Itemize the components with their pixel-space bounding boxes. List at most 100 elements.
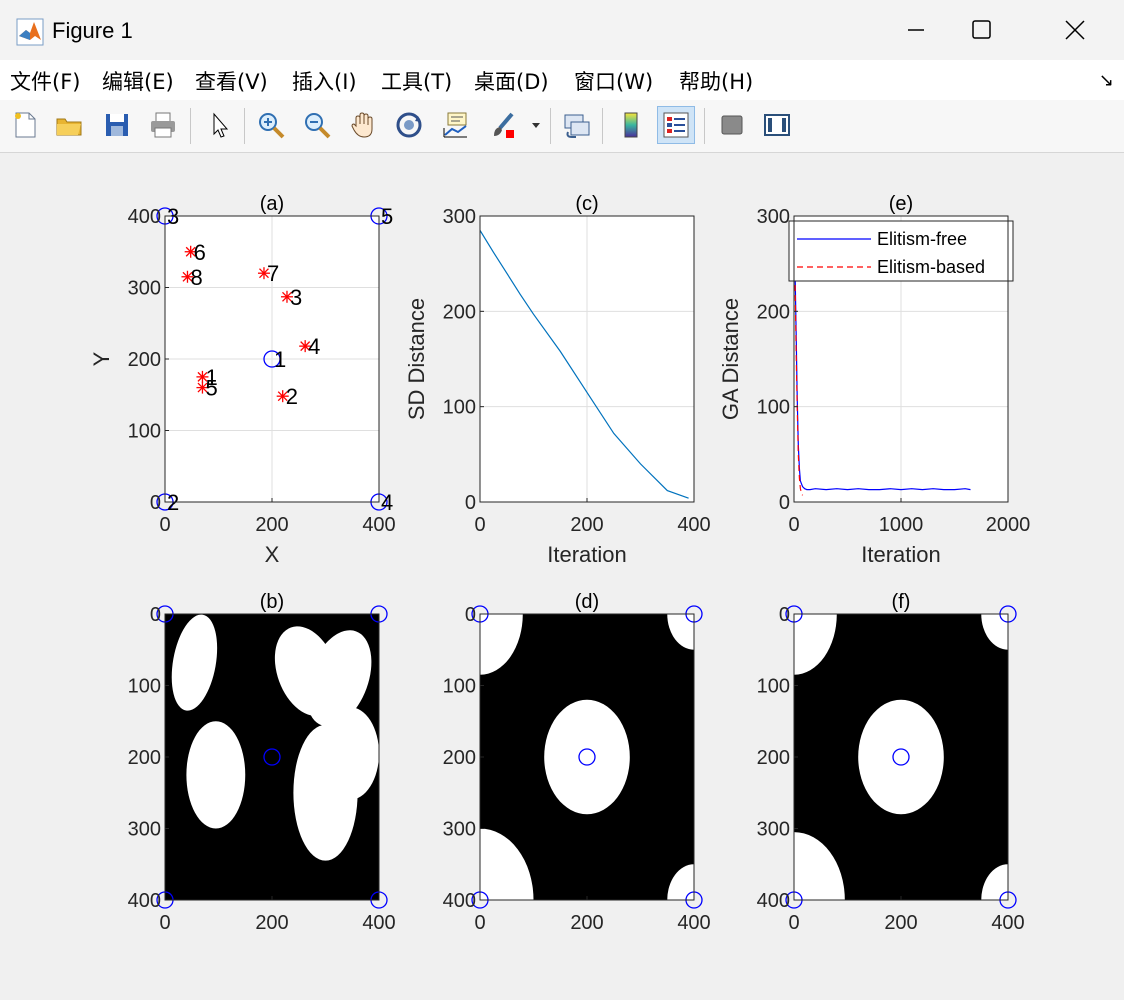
menu-view[interactable]: 查看(V) [195,70,268,94]
y-axis-label: Y [89,351,114,366]
hide-plot-tools-icon [721,115,743,135]
data-cursor-button[interactable] [436,106,474,144]
x-axis-label: Iteration [861,542,941,567]
star-stroke [182,271,193,282]
close-button[interactable] [1045,8,1105,52]
y-tick-label: 0 [465,492,476,514]
circle-marker [892,748,910,766]
star-stroke [197,382,208,393]
brush-button[interactable] [484,106,522,144]
legend: Elitism-free Elitism-based [788,220,1014,282]
x-tick-label: 1000 [879,514,924,536]
rotate-3d-icon [396,112,422,138]
show-plot-tools-button[interactable] [758,106,796,144]
zoom-out-button[interactable] [298,106,336,144]
legend-entry: Elitism-based [877,257,985,277]
series-line [480,229,689,499]
circle-marker [263,350,281,368]
x-tick-label: 200 [255,514,288,536]
toolbar-separator [244,108,245,144]
menu-insert[interactable]: 插入(I) [292,70,357,94]
maximize-button[interactable] [952,8,1012,52]
y-tick-label: 300 [443,206,476,228]
dock-arrow-icon[interactable]: ↘ [1098,70,1114,90]
y-tick-label: 200 [128,747,161,769]
menu-file[interactable]: 文件(F) [10,70,81,94]
star-marker [276,390,289,403]
point-label: 4 [308,334,320,359]
x-tick-label: 0 [474,912,485,934]
star-stroke [282,291,292,302]
point-label: 5 [205,376,217,401]
menu-edit[interactable]: 编辑(E) [102,70,174,94]
menu-window[interactable]: 窗口(W) [574,70,654,94]
axes-title: (c) [575,193,598,215]
menu-help[interactable]: 帮助(H) [679,70,754,94]
legend-button[interactable] [657,106,695,144]
save-button[interactable] [98,106,136,144]
y-tick-label: 100 [128,676,161,698]
x-tick-label: 200 [570,514,603,536]
toolbar-separator [550,108,551,144]
new-figure-button[interactable] [6,106,44,144]
figure-toolbar [0,100,1124,153]
white-region [858,699,944,815]
menu-bar: 文件(F) 编辑(E) 查看(V) 插入(I) 工具(T) 桌面(D) 窗口(W… [0,60,1124,100]
star-stroke [197,371,208,382]
matlab-logo-icon [16,18,44,46]
star-stroke [300,341,311,352]
y-tick-label: 300 [443,819,476,841]
colorbar-button[interactable] [612,106,650,144]
white-region [667,864,694,900]
y-tick-label: 400 [128,890,161,912]
white-region [293,724,358,861]
menu-tools[interactable]: 工具(T) [381,70,453,94]
star-marker [196,381,209,394]
y-tick-label: 300 [128,278,161,300]
print-button[interactable] [144,106,182,144]
rotate-3d-button[interactable] [390,106,428,144]
y-tick-label: 0 [779,492,790,514]
star-marker [280,290,293,303]
x-tick-label: 0 [159,912,170,934]
white-region [794,832,845,900]
axes-title: (d) [575,591,599,613]
hide-plot-tools-button[interactable] [713,106,751,144]
x-axis-label: X [265,542,280,567]
colorbar-icon [624,112,638,138]
y-tick-label: 400 [443,890,476,912]
zoom-in-button[interactable] [252,106,290,144]
pointer-icon [213,112,229,138]
pan-button[interactable] [344,106,382,144]
white-region [306,630,372,727]
star-marker [196,370,209,383]
point-label: 3 [290,285,302,310]
menu-desktop[interactable]: 桌面(D) [474,70,549,94]
point-label: 4 [381,490,393,515]
y-tick-label: 400 [757,890,790,912]
brush-dropdown-button[interactable] [528,106,544,144]
axes-c: 0 200 400 0 100 200 300 (c) Iteration SD Distance [404,193,711,567]
minimize-button[interactable] [886,8,946,52]
open-file-button[interactable] [50,106,88,144]
legend-icon [663,112,689,138]
minimize-icon [908,29,924,31]
axes-title: (a) [260,193,284,215]
zoom-in-icon [259,113,285,139]
white-region [480,828,534,900]
figure-canvas: 1 2 3 4 5 6 7 8 1 2 3 4 5 0 200 400 0 100 200 300 400 (a) X Y 0 2… [0,153,1124,995]
circle-marker [263,748,281,766]
edit-plot-button[interactable] [200,106,238,144]
point-label: 6 [194,240,206,265]
y-tick-label: 100 [443,397,476,419]
circle-marker [578,748,596,766]
print-icon [151,112,175,138]
x-tick-label: 0 [474,514,485,536]
chevron-down-icon [532,123,540,128]
y-axis-label: GA Distance [718,298,743,420]
star-marker [184,245,197,258]
link-plot-button[interactable] [558,106,596,144]
x-tick-label: 400 [362,912,395,934]
